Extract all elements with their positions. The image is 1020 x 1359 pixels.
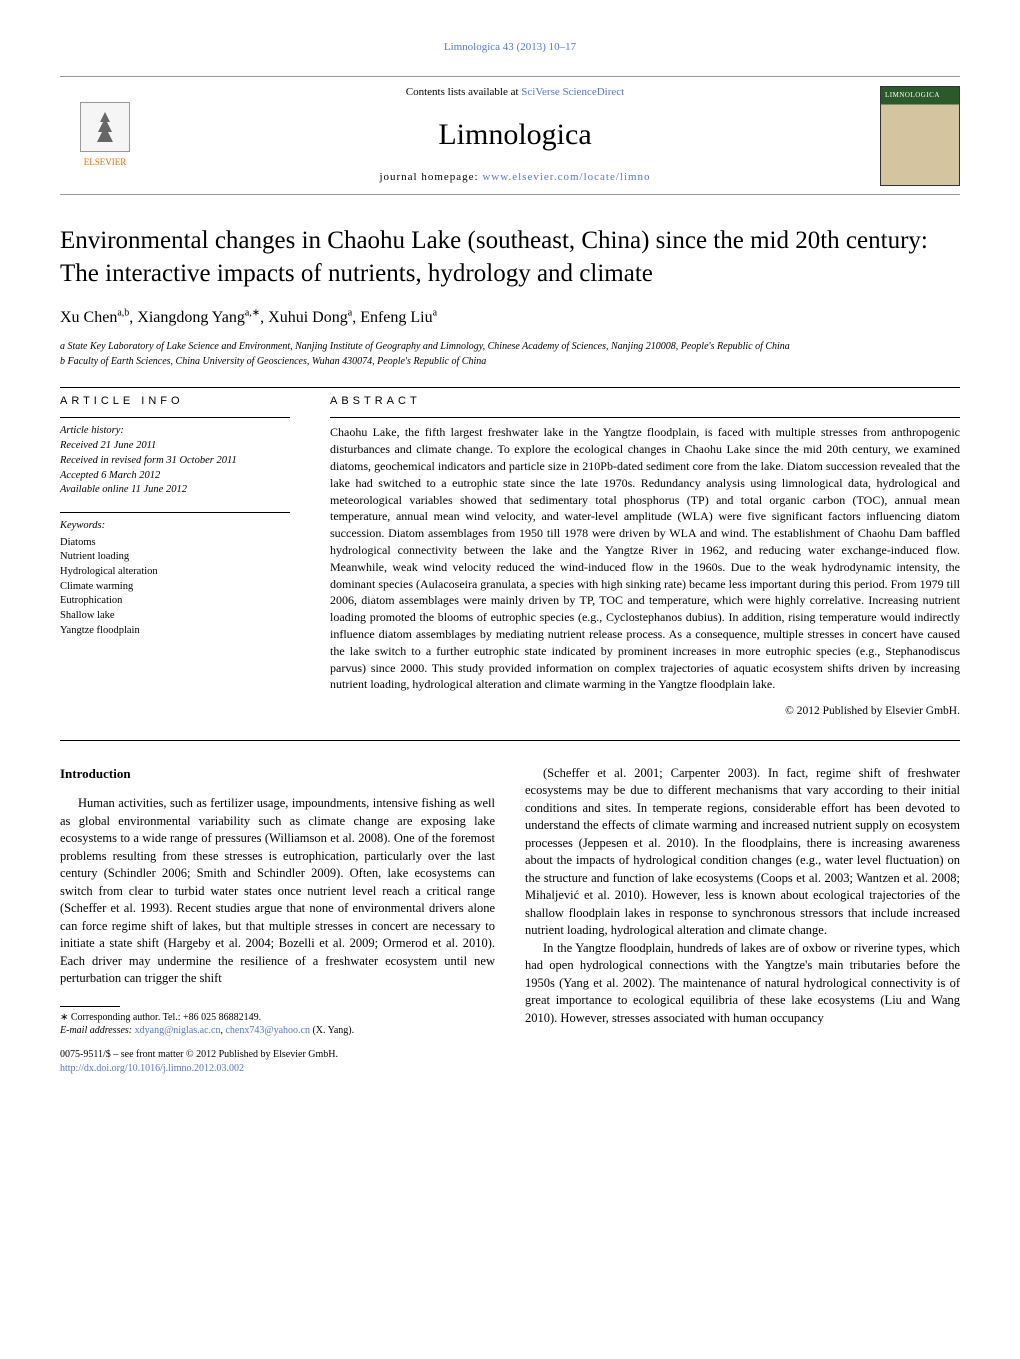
contents-available: Contents lists available at SciVerse Sci… [150, 85, 880, 101]
keywords-label: Keywords: [60, 519, 290, 534]
front-matter: 0075-9511/$ – see front matter © 2012 Pu… [60, 1048, 495, 1062]
affiliation-b: b Faculty of Earth Sciences, China Unive… [60, 355, 960, 369]
email-link-2[interactable]: chenx743@yahoo.cn [225, 1025, 309, 1036]
publisher-logo: ELSEVIER [60, 102, 150, 169]
journal-homepage: journal homepage: www.elsevier.com/locat… [150, 170, 880, 186]
body-column-right: (Scheffer et al. 2001; Carpenter 2003). … [525, 765, 960, 1076]
keyword: Shallow lake [60, 609, 290, 624]
keywords: Keywords: Diatoms Nutrient loading Hydro… [60, 519, 290, 639]
email-addresses: E-mail addresses: xdyang@niglas.ac.cn, c… [60, 1024, 495, 1038]
divider [60, 387, 960, 388]
history-label: Article history: [60, 424, 290, 439]
intro-paragraph: (Scheffer et al. 2001; Carpenter 2003). … [525, 765, 960, 940]
article-info-column: article info Article history: Received 2… [60, 394, 290, 720]
journal-header: ELSEVIER Contents lists available at Sci… [60, 76, 960, 195]
affiliation-a: a State Key Laboratory of Lake Science a… [60, 340, 960, 354]
email-label: E-mail addresses: [60, 1025, 135, 1036]
journal-reference: Limnologica 43 (2013) 10–17 [60, 40, 960, 56]
abstract-copyright: © 2012 Published by Elsevier GmbH. [330, 703, 960, 720]
journal-name: Limnologica [150, 113, 880, 157]
abstract-text: Chaohu Lake, the fifth largest freshwate… [330, 424, 960, 693]
article-history: Article history: Received 21 June 2011 R… [60, 424, 290, 497]
footnote-rule [60, 1006, 120, 1007]
history-received: Received 21 June 2011 [60, 439, 290, 454]
abstract-heading: abstract [330, 394, 960, 410]
affiliations: a State Key Laboratory of Lake Science a… [60, 340, 960, 369]
publisher-name: ELSEVIER [60, 156, 150, 169]
contents-prefix: Contents lists available at [406, 86, 521, 98]
keyword: Hydrological alteration [60, 565, 290, 580]
front-matter-line: 0075-9511/$ – see front matter © 2012 Pu… [60, 1048, 495, 1076]
divider [60, 417, 290, 418]
footnotes: ∗ Corresponding author. Tel.: +86 025 86… [60, 1011, 495, 1038]
introduction-heading: Introduction [60, 765, 495, 783]
abstract-column: abstract Chaohu Lake, the fifth largest … [330, 394, 960, 720]
journal-cover-thumbnail [880, 86, 960, 186]
keyword: Eutrophication [60, 594, 290, 609]
homepage-prefix: journal homepage: [379, 171, 482, 183]
corresponding-author: ∗ Corresponding author. Tel.: +86 025 86… [60, 1011, 495, 1025]
divider [330, 417, 960, 418]
keyword: Yangtze floodplain [60, 624, 290, 639]
divider [60, 512, 290, 513]
history-accepted: Accepted 6 March 2012 [60, 469, 290, 484]
history-online: Available online 11 June 2012 [60, 483, 290, 498]
divider [60, 740, 960, 741]
keyword: Climate warming [60, 580, 290, 595]
article-title: Environmental changes in Chaohu Lake (so… [60, 225, 960, 290]
elsevier-tree-icon [80, 102, 130, 152]
article-info-heading: article info [60, 394, 290, 410]
email-link-1[interactable]: xdyang@niglas.ac.cn [135, 1025, 221, 1036]
email-suffix: (X. Yang). [310, 1025, 354, 1036]
doi-link[interactable]: http://dx.doi.org/10.1016/j.limno.2012.0… [60, 1063, 244, 1074]
sciencedirect-link[interactable]: SciVerse ScienceDirect [521, 86, 624, 98]
homepage-link[interactable]: www.elsevier.com/locate/limno [482, 171, 650, 183]
body-column-left: Introduction Human activities, such as f… [60, 765, 495, 1076]
keyword: Nutrient loading [60, 550, 290, 565]
authors-list: Xu Chena,b, Xiangdong Yanga,∗, Xuhui Don… [60, 306, 960, 329]
header-center: Contents lists available at SciVerse Sci… [150, 85, 880, 186]
intro-paragraph: Human activities, such as fertilizer usa… [60, 795, 495, 988]
history-revised: Received in revised form 31 October 2011 [60, 454, 290, 469]
keyword: Diatoms [60, 536, 290, 551]
intro-paragraph: In the Yangtze floodplain, hundreds of l… [525, 940, 960, 1028]
info-abstract-section: article info Article history: Received 2… [60, 394, 960, 720]
body-two-column: Introduction Human activities, such as f… [60, 765, 960, 1076]
